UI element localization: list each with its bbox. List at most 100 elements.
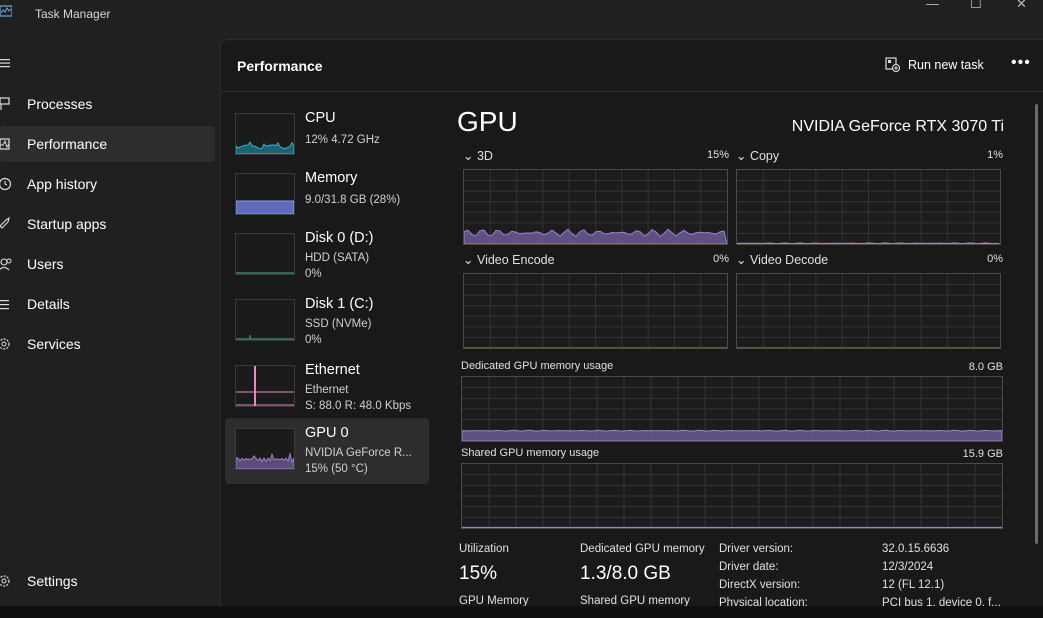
nav-label: Users (27, 256, 64, 272)
device-detail-2: S: 88.0 R: 48.0 Kbps (305, 400, 412, 412)
nav-item-performance[interactable]: Performance (0, 126, 215, 162)
graph-label-video-decode[interactable]: ⌄ Video Decode (736, 253, 829, 267)
chevron-down-icon: ⌄ (736, 149, 750, 163)
nav-item-processes[interactable]: Processes (0, 86, 215, 122)
device-detail: 9.0/31.8 GB (28%) (305, 194, 401, 206)
chevron-down-icon: ⌄ (463, 253, 477, 267)
nav-label: Services (27, 336, 81, 352)
device-name: Disk 1 (C:) (305, 296, 374, 312)
performance-panel: Performance Run new task ••• CPU 12% 4.72… (220, 39, 1043, 609)
nav-item-details[interactable]: Details (0, 286, 215, 322)
usage-area (461, 526, 1003, 529)
device-name: Memory (305, 170, 358, 186)
gpu-memory-label: GPU Memory (459, 595, 529, 607)
device-name: GPU 0 (305, 425, 349, 441)
nav-item-app-history[interactable]: App history (0, 166, 215, 202)
device-thumbnail-graph (235, 299, 295, 341)
device-detail-2: 0% (305, 268, 322, 280)
nav-label: Processes (27, 96, 93, 112)
taskbar-strip (0, 606, 1043, 618)
nav-item-startup-apps[interactable]: Startup apps (0, 206, 215, 242)
driver-version-value: 32.0.15.6636 (882, 543, 950, 555)
device-thumbnail-graph (235, 428, 295, 470)
settings-gear-icon (0, 563, 27, 599)
processes-icon (0, 86, 27, 122)
panel-header: Performance Run new task ••• (221, 40, 1043, 92)
usage-area (463, 228, 728, 245)
close-button[interactable]: ✕ (1016, 0, 1027, 11)
utilization-label: Utilization (459, 543, 509, 555)
device-name: Disk 0 (D:) (305, 230, 374, 246)
graph-value-copy: 1% (987, 149, 1003, 161)
device-item[interactable]: Ethernet Ethernet S: 88.0 R: 48.0 Kbps (225, 355, 429, 421)
device-name: CPU (305, 110, 336, 126)
graph-shared-memory (461, 463, 1003, 529)
page-title: Performance (237, 58, 323, 74)
services-icon (0, 326, 27, 362)
graph-value-video-decode: 0% (987, 253, 1003, 265)
device-item[interactable]: Memory 9.0/31.8 GB (28%) (225, 163, 429, 229)
graph-label-video-encode[interactable]: ⌄ Video Encode (463, 253, 555, 267)
driver-date-value: 12/3/2024 (882, 561, 934, 573)
graph-value-3d: 15% (706, 149, 729, 161)
dedicated-gpu-memory-value: 1.3/8.0 GB (580, 563, 671, 584)
task-manager-icon (0, 5, 12, 17)
title-bar: Task Manager — ☐ ✕ (0, 0, 1043, 34)
driver-date-key: Driver date: (719, 561, 779, 573)
device-item[interactable]: Disk 1 (C:) SSD (NVMe) 0% (225, 289, 429, 355)
run-new-task-label: Run new task (908, 57, 984, 72)
device-item[interactable]: CPU 12% 4.72 GHz (225, 103, 429, 169)
device-detail: HDD (SATA) (305, 252, 370, 264)
details-icon (0, 286, 27, 322)
device-thumbnail-graph (235, 113, 295, 155)
device-detail-2: 0% (305, 334, 322, 346)
shared-memory-label: Shared GPU memory usage (461, 447, 600, 459)
utilization-value: 15% (459, 563, 498, 584)
startup-icon (0, 206, 27, 242)
navigation-pane: Processes Performance App history Startu… (0, 34, 220, 618)
device-name: Ethernet (305, 362, 360, 378)
graph-copy (736, 169, 1001, 245)
dedicated-gpu-memory-label: Dedicated GPU memory (580, 543, 705, 555)
more-options-button[interactable]: ••• (1011, 54, 1031, 71)
minimize-button[interactable]: — (926, 0, 939, 11)
scrollbar[interactable] (1035, 104, 1038, 544)
graph-video-decode (736, 273, 1001, 349)
chevron-down-icon: ⌄ (736, 253, 750, 267)
device-item[interactable]: GPU 0 NVIDIA GeForce R... 15% (50 °C) (225, 418, 429, 484)
graph-3d (463, 169, 728, 245)
dedicated-memory-label: Dedicated GPU memory usage (461, 360, 614, 372)
device-thumbnail-graph (235, 233, 295, 275)
device-detail: NVIDIA GeForce R... (305, 447, 412, 459)
nav-item-settings[interactable]: Settings (0, 563, 215, 599)
device-detail: Ethernet (305, 384, 349, 396)
nav-label: App history (27, 176, 98, 192)
nav-label: Performance (27, 136, 108, 152)
gpu-model: NVIDIA GeForce RTX 3070 Ti (791, 118, 1004, 135)
shared-memory-max: 15.9 GB (962, 448, 1003, 460)
device-detail-2: 15% (50 °C) (305, 463, 368, 475)
graph-label-3d[interactable]: ⌄ 3D (463, 149, 493, 163)
device-thumbnail-graph (235, 173, 295, 215)
chevron-down-icon: ⌄ (463, 149, 477, 163)
nav-item-users[interactable]: Users (0, 246, 215, 282)
usage-area (461, 429, 1003, 442)
history-icon (0, 166, 27, 202)
run-task-icon (885, 57, 900, 72)
hamburger-menu-icon[interactable] (0, 58, 10, 68)
run-new-task-button[interactable]: Run new task (885, 57, 984, 72)
maximize-button[interactable]: ☐ (970, 0, 982, 11)
nav-item-services[interactable]: Services (0, 326, 215, 362)
window-title: Task Manager (35, 7, 111, 21)
device-thumbnail-graph (235, 365, 295, 407)
nav-label: Details (27, 296, 70, 312)
device-detail: SSD (NVMe) (305, 318, 372, 330)
device-item[interactable]: Disk 0 (D:) HDD (SATA) 0% (225, 223, 429, 289)
shared-gpu-memory-label: Shared GPU memory (580, 595, 690, 607)
dedicated-memory-max: 8.0 GB (968, 361, 1003, 373)
directx-version-key: DirectX version: (719, 579, 801, 591)
nav-label: Settings (27, 573, 78, 589)
graph-video-encode (463, 273, 728, 349)
usage-area (736, 242, 1001, 245)
graph-label-copy[interactable]: ⌄ Copy (736, 149, 780, 163)
